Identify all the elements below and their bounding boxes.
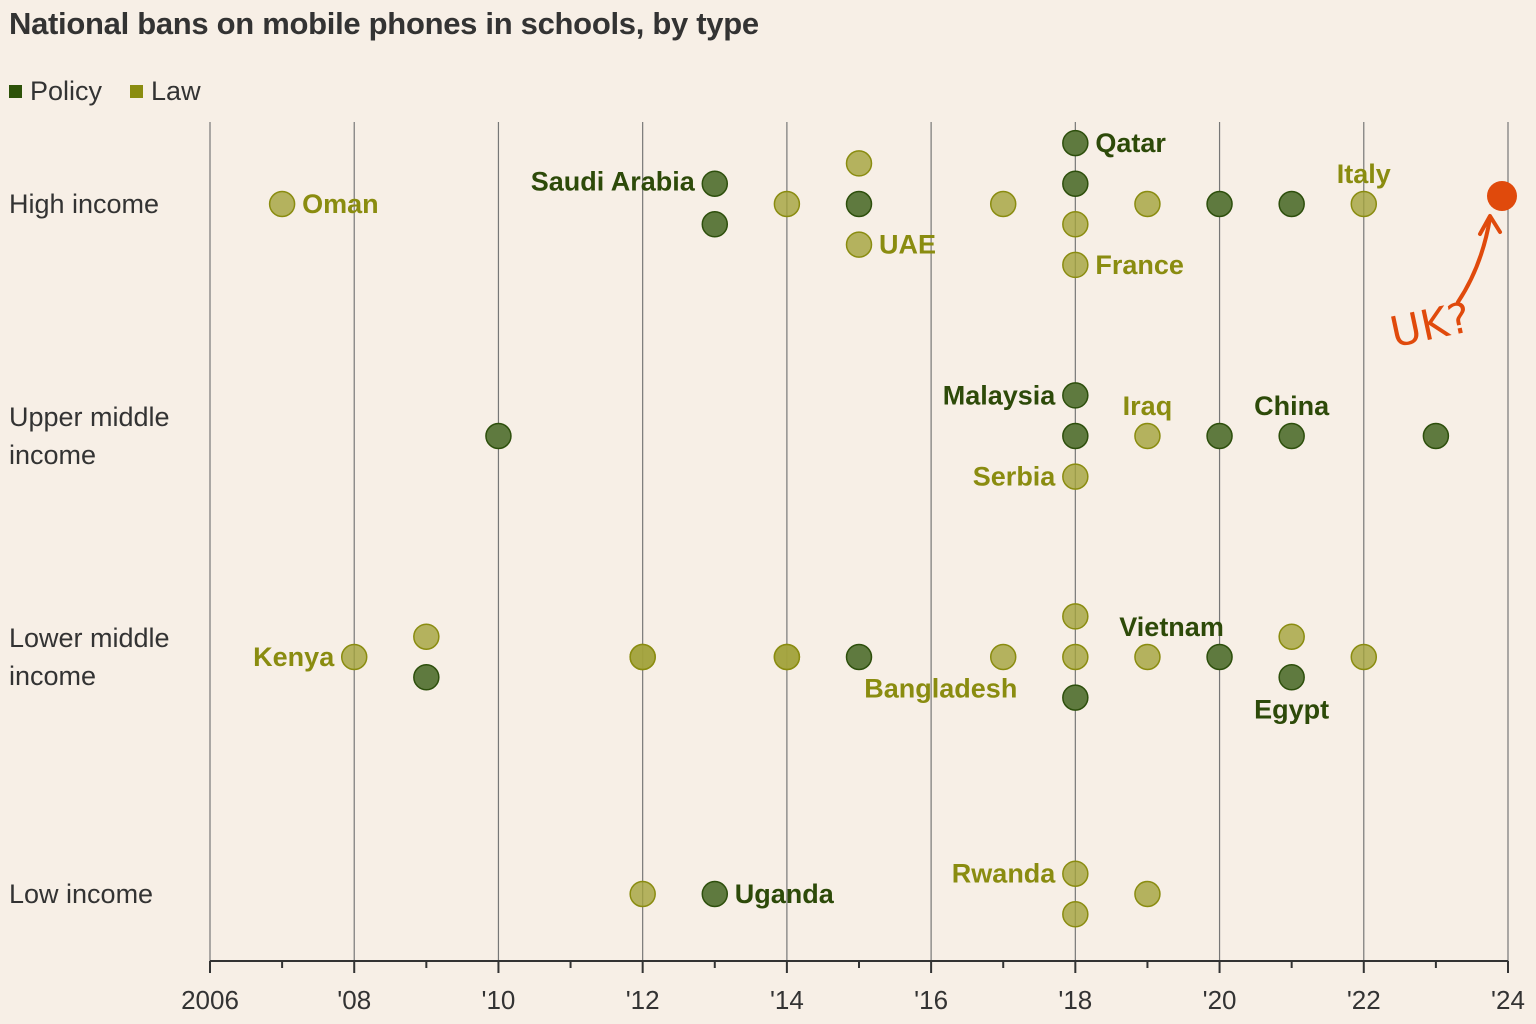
point-law	[1062, 603, 1089, 630]
point-law	[413, 623, 440, 650]
legend-item-policy: Policy	[9, 76, 102, 107]
point-label: Uganda	[735, 879, 835, 909]
point-law	[629, 643, 656, 671]
point-label: Saudi Arabia	[531, 167, 696, 197]
point-policy	[1062, 382, 1089, 409]
x-tick-label: '10	[481, 985, 515, 1015]
x-tick-label: '18	[1058, 985, 1092, 1015]
point-policy	[845, 190, 873, 218]
point-policy	[1278, 422, 1305, 450]
x-tick-label: '16	[914, 985, 948, 1015]
point-label: Iraq	[1123, 391, 1173, 421]
category-label-upper: Upper middle	[9, 402, 170, 432]
point-law	[1350, 643, 1378, 671]
point-label: UAE	[879, 230, 936, 260]
point-law	[989, 190, 1017, 218]
point-law	[1134, 643, 1161, 671]
annotation-arrow	[1456, 216, 1492, 304]
point-law	[340, 643, 368, 671]
point-law	[1062, 211, 1089, 238]
category-label-low: Low income	[9, 879, 153, 909]
point-law	[1134, 190, 1161, 218]
point-law	[1062, 860, 1089, 887]
point-law	[1062, 251, 1089, 279]
category-label-high: High income	[9, 189, 159, 219]
point-law	[1134, 880, 1161, 908]
point-policy	[845, 643, 873, 671]
x-tick-label: '22	[1347, 985, 1381, 1015]
x-tick-label: '14	[770, 985, 804, 1015]
point-label: China	[1254, 391, 1330, 421]
legend-label: Policy	[30, 76, 103, 106]
x-tick-label: 2006	[181, 985, 239, 1015]
point-label: Kenya	[253, 642, 335, 672]
category-label-lower: income	[9, 661, 96, 691]
point-label: Malaysia	[943, 380, 1057, 410]
point-policy	[1278, 664, 1305, 691]
annotation-arrowhead	[1478, 214, 1502, 236]
point-law	[268, 190, 296, 218]
legend-item-law: Law	[130, 76, 201, 107]
x-tick-label: '20	[1203, 985, 1237, 1015]
point-label: France	[1095, 250, 1184, 280]
point-policy	[1206, 190, 1233, 218]
annotation-text: UK?	[1386, 292, 1475, 357]
point-law	[1062, 901, 1089, 928]
point-policy	[1062, 684, 1089, 711]
point-label: Vietnam	[1119, 612, 1224, 642]
point-policy	[1062, 129, 1089, 157]
point-law	[773, 190, 801, 218]
point-policy	[701, 170, 729, 197]
category-label-upper: income	[9, 440, 96, 470]
point-policy	[485, 422, 512, 450]
point-law	[1134, 422, 1161, 450]
legend-label: Law	[151, 76, 201, 106]
point-label: Italy	[1337, 159, 1391, 189]
point-policy	[701, 880, 729, 908]
x-tick-label: '24	[1491, 985, 1525, 1015]
x-tick-label: '08	[337, 985, 371, 1015]
annotation-dot	[1487, 181, 1517, 211]
point-law	[1062, 463, 1089, 490]
legend-swatch-law	[130, 85, 144, 98]
point-law	[1062, 643, 1089, 671]
point-label: Serbia	[973, 462, 1057, 492]
point-label: Oman	[302, 189, 379, 219]
chart-title: National bans on mobile phones in school…	[9, 6, 759, 41]
x-tick-label: '12	[626, 985, 660, 1015]
point-policy	[1422, 422, 1450, 450]
point-policy	[701, 211, 729, 238]
point-policy	[1278, 190, 1305, 218]
point-policy	[1206, 422, 1233, 450]
point-policy	[1062, 422, 1089, 450]
point-label: Bangladesh	[864, 674, 1017, 704]
legend: Policy Law	[9, 76, 201, 107]
point-law	[773, 643, 801, 671]
point-label: Qatar	[1095, 128, 1166, 158]
point-law	[1278, 623, 1305, 650]
point-law	[1350, 190, 1378, 218]
category-label-lower: Lower middle	[9, 623, 170, 653]
point-law	[989, 643, 1017, 671]
point-law	[845, 150, 873, 177]
point-law	[845, 231, 873, 258]
legend-swatch-policy	[9, 85, 22, 98]
point-policy	[413, 664, 440, 691]
point-label: Egypt	[1254, 694, 1329, 724]
point-policy	[1062, 170, 1089, 197]
point-law	[629, 880, 656, 908]
point-policy	[1206, 643, 1233, 671]
point-label: Rwanda	[952, 859, 1057, 889]
